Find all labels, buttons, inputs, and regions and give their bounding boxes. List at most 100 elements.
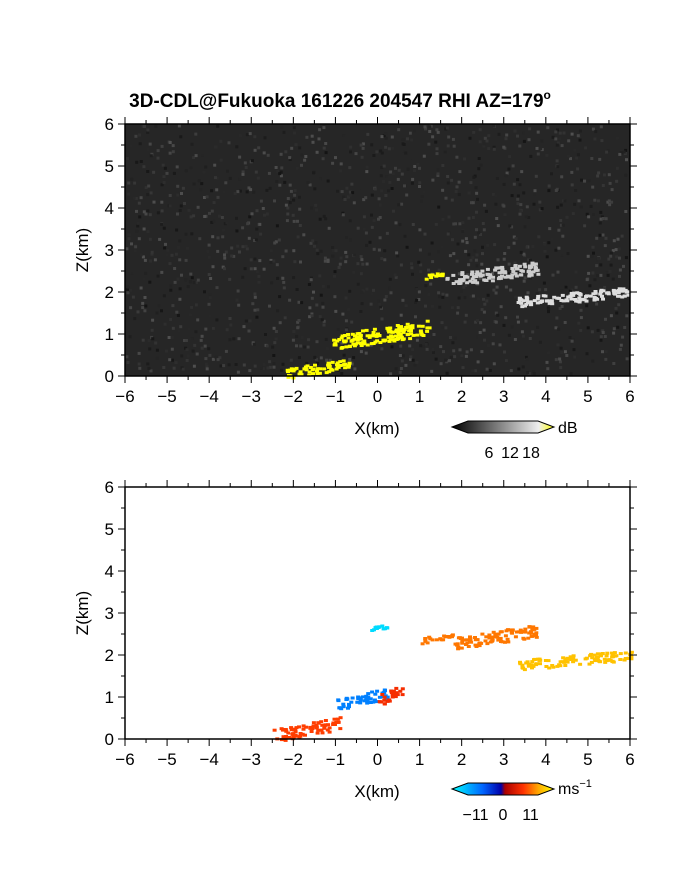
noise-pixel [414, 300, 417, 304]
noise-pixel [522, 252, 526, 256]
noise-pixel [415, 338, 419, 342]
noise-pixel [557, 228, 561, 232]
noise-pixel [547, 307, 551, 311]
noise-pixel [238, 189, 242, 193]
echo-pixel [518, 662, 523, 666]
noise-pixel [372, 219, 376, 223]
noise-pixel [450, 198, 454, 202]
echo-pixel [421, 334, 426, 337]
noise-pixel [253, 135, 257, 139]
noise-pixel [422, 154, 426, 158]
echo-pixel [308, 366, 313, 369]
noise-pixel [341, 312, 345, 316]
noise-pixel [166, 248, 170, 252]
noise-pixel [559, 346, 563, 350]
noise-pixel [476, 319, 479, 323]
noise-pixel [238, 155, 242, 159]
echo-pixel [356, 695, 361, 699]
echo-pixel [360, 695, 365, 699]
noise-pixel [506, 272, 510, 276]
noise-pixel [146, 148, 150, 151]
echo-pixel [459, 646, 464, 650]
noise-pixel [612, 362, 616, 365]
noise-pixel [171, 144, 175, 148]
noise-pixel [505, 171, 509, 175]
noise-pixel [360, 189, 364, 193]
noise-pixel [292, 126, 296, 130]
noise-pixel [503, 252, 507, 255]
noise-pixel [224, 250, 228, 254]
noise-pixel [622, 150, 626, 154]
noise-pixel [238, 250, 241, 254]
noise-pixel [176, 246, 180, 249]
echo-pixel [338, 360, 343, 364]
echo-pixel [498, 276, 503, 280]
noise-pixel [503, 350, 506, 354]
echo-pixel [483, 639, 488, 643]
echo-pixel [365, 334, 370, 338]
noise-pixel [567, 139, 571, 143]
colorbar-tick-label: 6 [485, 445, 494, 462]
noise-pixel [445, 360, 449, 364]
noise-pixel [204, 165, 208, 169]
noise-pixel [255, 315, 259, 319]
noise-pixel [157, 304, 161, 308]
noise-pixel [235, 145, 239, 149]
noise-pixel [127, 192, 131, 196]
noise-pixel [318, 274, 322, 278]
noise-pixel [475, 264, 479, 268]
noise-pixel [196, 152, 200, 156]
colorbar: 6 12 18 dB [450, 420, 578, 462]
noise-pixel [431, 135, 435, 139]
noise-pixel [525, 205, 529, 209]
noise-pixel [560, 253, 564, 257]
echo-pixel [529, 303, 533, 307]
noise-pixel [212, 219, 216, 223]
noise-pixel [135, 209, 138, 213]
noise-pixel [292, 276, 296, 280]
noise-pixel [235, 216, 238, 220]
x-tick-label: 5 [583, 387, 592, 406]
echo-pixel [514, 274, 519, 278]
echo-pixel [533, 262, 538, 266]
noise-pixel [125, 355, 129, 359]
noise-pixel [160, 309, 163, 313]
noise-pixel [249, 188, 253, 192]
echo-pixel [398, 332, 403, 336]
echo-pixel [415, 333, 420, 337]
noise-pixel [365, 170, 369, 174]
noise-pixel [290, 146, 294, 150]
echo-pixel [506, 274, 510, 278]
echo-pixel [341, 702, 346, 706]
noise-pixel [143, 124, 146, 128]
echo-pixel [456, 636, 461, 640]
noise-pixel [372, 247, 376, 251]
noise-pixel [458, 222, 462, 226]
noise-pixel [615, 179, 619, 183]
noise-pixel [448, 359, 451, 363]
echo-pixel [571, 660, 576, 664]
noise-pixel [315, 362, 319, 365]
noise-pixel [298, 195, 301, 199]
noise-pixel [373, 187, 377, 191]
noise-pixel [175, 310, 179, 314]
echo-pixel [451, 282, 456, 285]
noise-pixel [383, 258, 387, 262]
noise-pixel [348, 193, 352, 197]
noise-pixel [168, 151, 172, 155]
noise-pixel [259, 366, 263, 370]
noise-pixel [389, 170, 393, 174]
noise-pixel [344, 236, 348, 240]
noise-pixel [203, 215, 207, 218]
noise-pixel [202, 170, 206, 174]
noise-pixel [207, 302, 211, 306]
echo-pixel [391, 338, 396, 342]
noise-pixel [162, 294, 166, 298]
noise-pixel [494, 311, 498, 315]
noise-pixel [401, 138, 405, 142]
noise-pixel [452, 144, 456, 148]
noise-pixel [446, 232, 450, 236]
y-tick-label: 3 [105, 604, 114, 623]
noise-pixel [422, 190, 426, 194]
noise-pixel [462, 285, 466, 289]
